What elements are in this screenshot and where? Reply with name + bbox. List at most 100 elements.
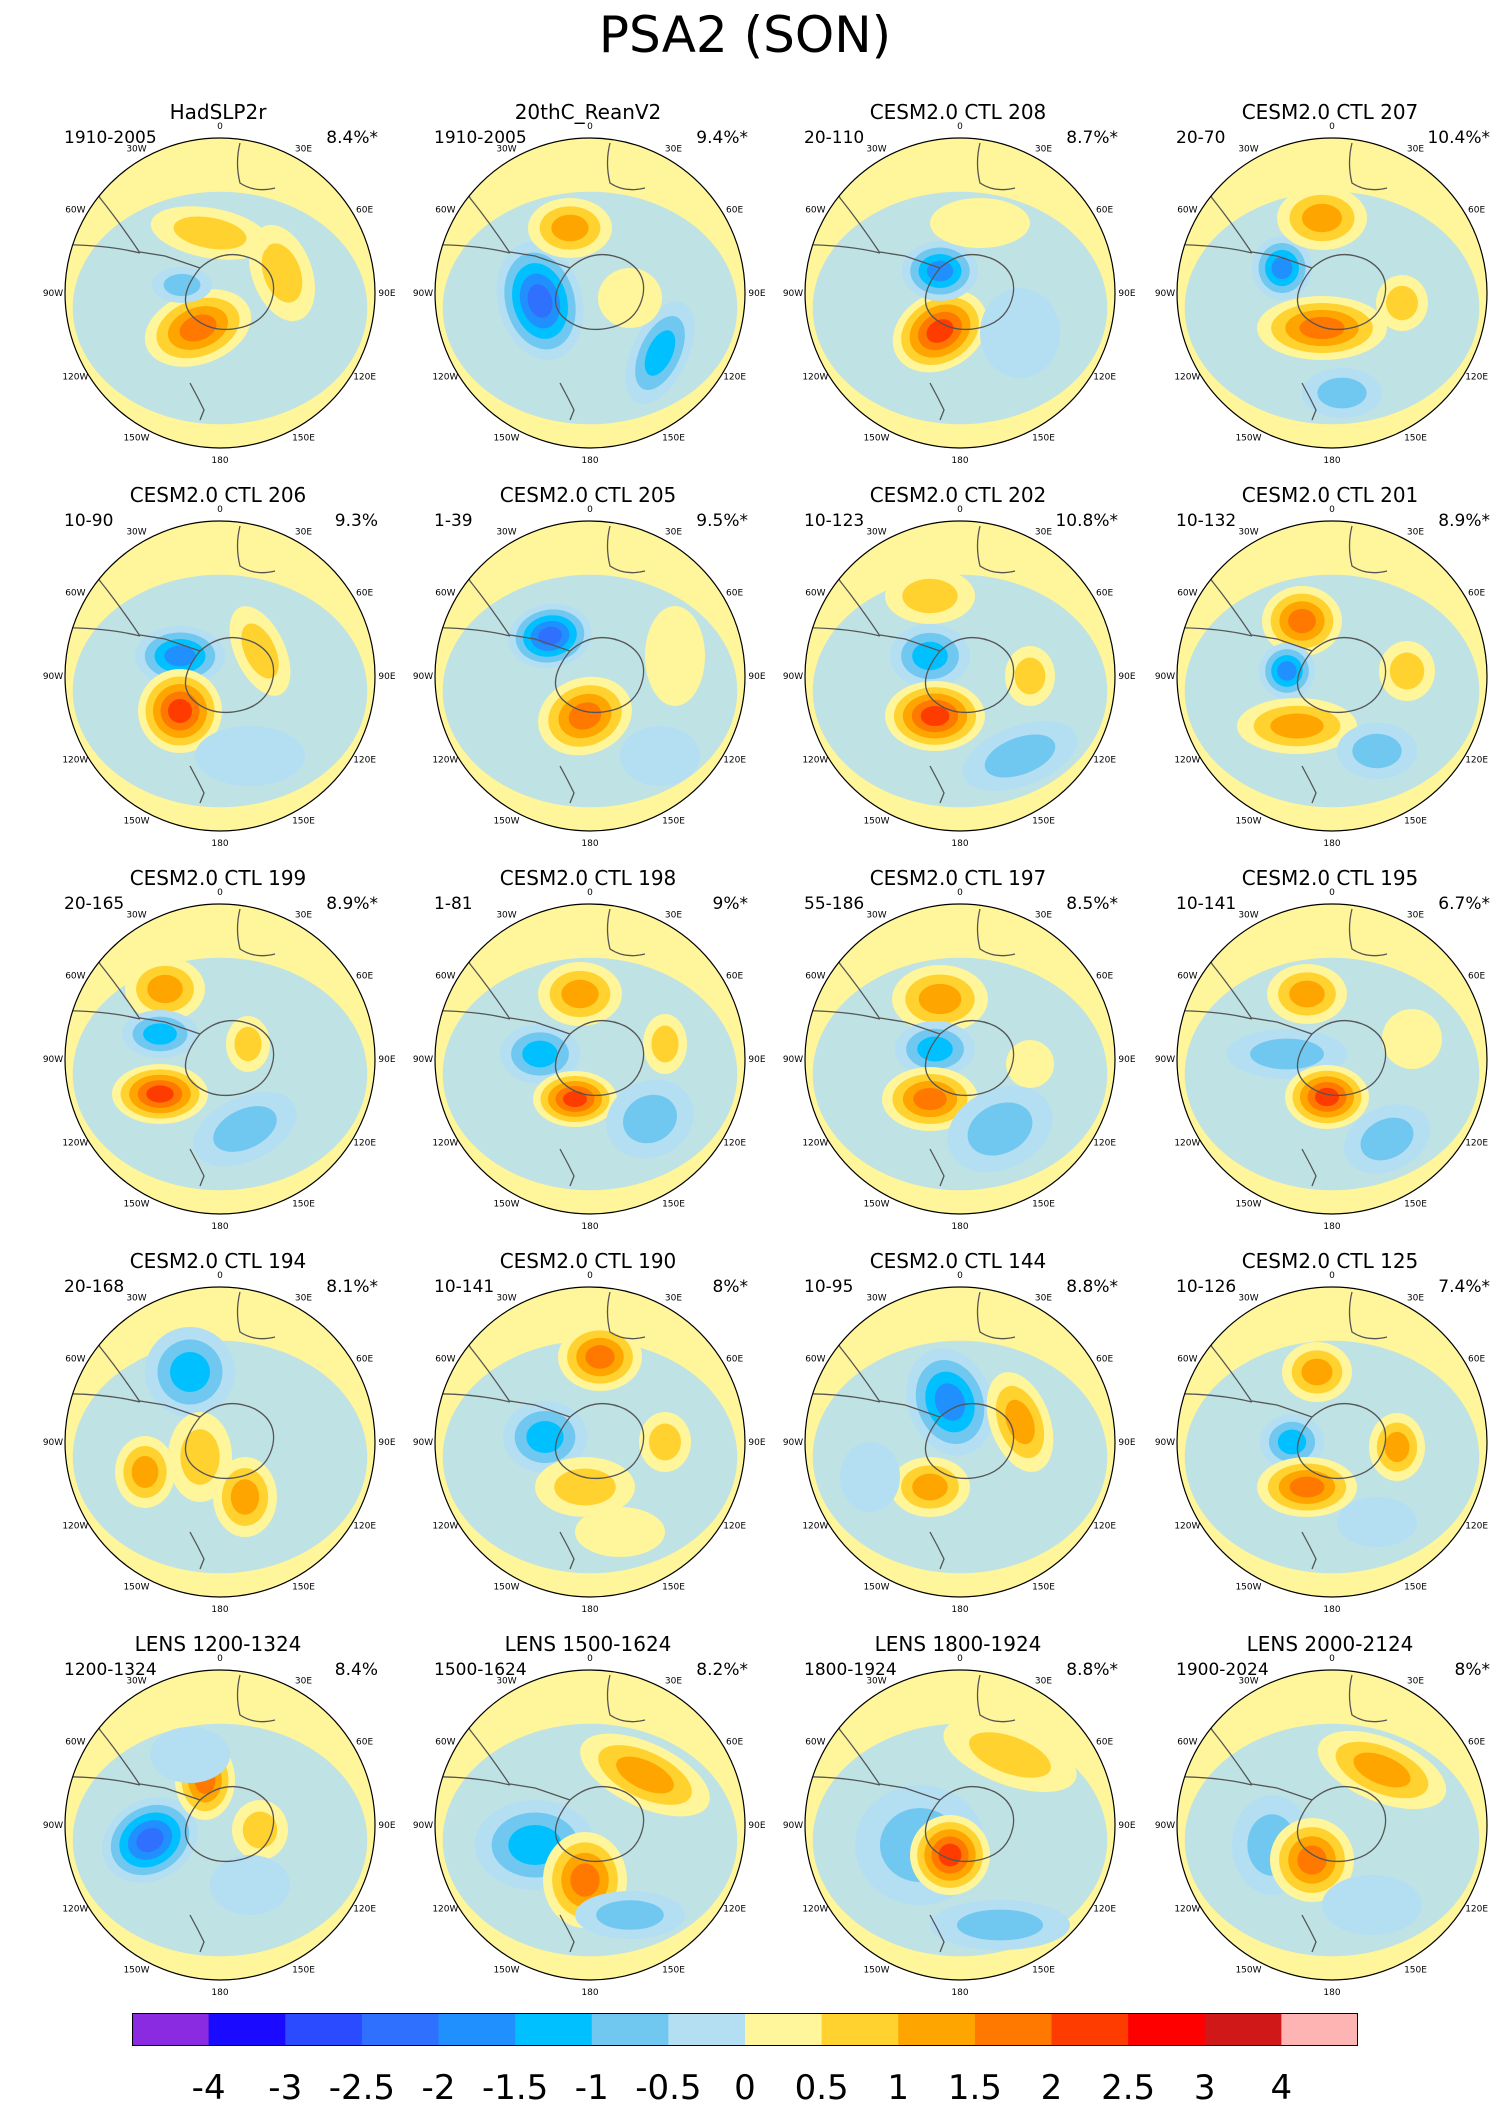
colorbar-tick-label: 1	[887, 2068, 910, 2108]
longitude-label: 30W	[496, 1293, 516, 1303]
peninsula-coastline	[509, 634, 571, 652]
anomaly-contour	[967, 1102, 1033, 1156]
longitude-label: 90W	[783, 1438, 803, 1448]
longitude-label: 60W	[435, 206, 455, 216]
longitude-label: 0	[587, 1654, 593, 1664]
panel-variance: 10.8%*	[1055, 511, 1118, 531]
longitude-label: 150E	[662, 1966, 685, 1976]
africa-coastline	[236, 142, 276, 191]
longitude-label: 0	[217, 888, 223, 898]
longitude-label: 90E	[378, 1055, 395, 1065]
longitude-label: 30W	[126, 1293, 146, 1303]
longitude-label: 180	[581, 1222, 598, 1232]
anomaly-contour	[146, 1085, 174, 1103]
map-boundary	[1176, 903, 1488, 1215]
longitude-label: 120E	[1465, 756, 1488, 766]
longitude-label: 180	[1323, 1222, 1340, 1232]
panel-title: 20thC_ReanV2	[514, 100, 662, 124]
longitude-label: 60E	[1096, 972, 1113, 982]
longitude-label: 120W	[1174, 756, 1200, 766]
map-boundary	[804, 1286, 1116, 1598]
longitude-label: 60E	[1096, 206, 1113, 216]
longitude-label: 30W	[1238, 1676, 1258, 1686]
panel-title: CESM2.0 CTL 144	[869, 1249, 1047, 1273]
map-panel: 030E60E90E120E150E180150W120W90W60W30WCE…	[1144, 866, 1490, 1250]
panel-period: 55-186	[804, 894, 865, 914]
longitude-label: 90E	[378, 1821, 395, 1831]
panel-variance: 9.5%*	[696, 511, 748, 531]
anomaly-contour	[623, 1094, 677, 1144]
longitude-label: 180	[1323, 839, 1340, 849]
longitude-label: 150E	[1032, 1583, 1055, 1593]
panel-period: 20-70	[1176, 128, 1226, 148]
anomaly-contour	[561, 979, 599, 1009]
anomaly-contour	[1006, 1040, 1054, 1088]
panel-title: CESM2.0 CTL 194	[129, 1249, 307, 1273]
anomaly-contour	[1386, 285, 1418, 321]
anomaly-contour	[575, 1507, 665, 1557]
longitude-label: 90W	[783, 1821, 803, 1831]
map-boundary	[434, 1669, 746, 1981]
new-zealand-coastline	[929, 382, 945, 421]
anomaly-contour	[522, 1040, 558, 1068]
longitude-label: 150W	[863, 817, 889, 827]
longitude-label: 120W	[1174, 373, 1200, 383]
longitude-label: 60E	[1468, 206, 1485, 216]
longitude-label: 60E	[356, 589, 373, 599]
africa-coastline	[236, 1291, 276, 1340]
panel-variance: 7.4%*	[1438, 1277, 1490, 1297]
longitude-label: 90W	[43, 672, 63, 682]
africa-coastline	[236, 525, 276, 574]
map-panel: 0 30E 60E 90E 120E 150E 180 150W 120W 90W 60W 30W LE…	[402, 1632, 774, 2016]
longitude-label: 60W	[1177, 1355, 1197, 1365]
longitude-label: 120W	[432, 1522, 458, 1532]
longitude-label: 120E	[1465, 373, 1488, 383]
antarctica-coastline	[1296, 253, 1387, 331]
longitude-label: 150E	[292, 1583, 315, 1593]
longitude-label: 60W	[805, 1738, 825, 1748]
longitude-label: 0	[1329, 505, 1335, 515]
anomaly-region	[442, 1340, 738, 1574]
longitude-label: 60W	[1177, 589, 1197, 599]
longitude-label: 120W	[1174, 1905, 1200, 1915]
antarctica-coastline	[554, 636, 645, 714]
anomaly-contour	[980, 288, 1060, 378]
antarctica-coastline	[554, 253, 645, 331]
anomaly-contour	[1322, 1875, 1422, 1935]
longitude-label: 150W	[863, 1583, 889, 1593]
panel-variance: 8.7%*	[1066, 128, 1118, 148]
anomaly-contour	[538, 626, 562, 646]
longitude-label: 60W	[65, 206, 85, 216]
longitude-label: 120E	[1093, 1522, 1116, 1532]
longitude-label: 120W	[432, 756, 458, 766]
new-zealand-coastline	[189, 1914, 205, 1953]
longitude-label: 0	[587, 505, 593, 515]
longitude-label: 90W	[413, 672, 433, 682]
anomaly-contour	[1315, 1087, 1339, 1107]
longitude-label: 90W	[783, 1055, 803, 1065]
longitude-label: 150E	[1404, 1200, 1427, 1210]
anomaly-contour	[917, 1036, 953, 1062]
anomaly-contour	[526, 1421, 564, 1453]
panel-variance: 8.4%*	[326, 128, 378, 148]
longitude-label: 90W	[43, 289, 63, 299]
anomaly-contour	[645, 606, 705, 706]
map-boundary	[804, 137, 1116, 449]
longitude-label: 30W	[1238, 910, 1258, 920]
longitude-label: 60E	[1096, 589, 1113, 599]
anomaly-contour	[918, 983, 962, 1015]
longitude-label: 60W	[435, 1355, 455, 1365]
longitude-label: 90W	[43, 1055, 63, 1065]
longitude-label: 30W	[126, 910, 146, 920]
anomaly-contour	[926, 260, 954, 282]
